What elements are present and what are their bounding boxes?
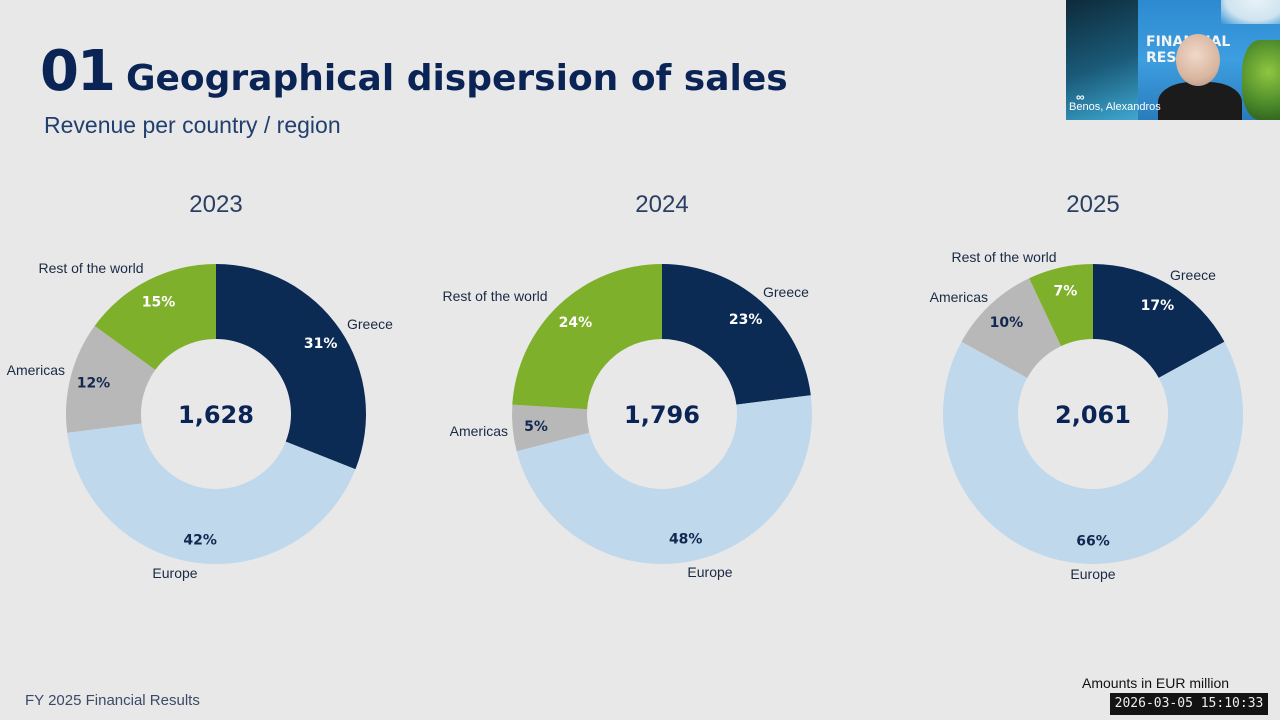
- donut-2024-label-greece: Greece: [763, 284, 809, 300]
- donut-2023-label-europe: Europe: [152, 565, 197, 581]
- donut-2023-pct-rest_of_world: 15%: [142, 294, 176, 310]
- donut-2025-year-title: 2025: [1066, 191, 1119, 218]
- donut-2025-slice-americas: [961, 278, 1062, 378]
- donut-2024-slice-europe: [516, 395, 812, 564]
- donut-2025-slice-greece: [1093, 264, 1225, 378]
- donut-2023-pct-americas: 12%: [77, 376, 111, 392]
- donut-2024-label-europe: Europe: [687, 564, 732, 580]
- donut-2025-label-europe: Europe: [1070, 566, 1115, 582]
- donut-2023-year-title: 2023: [189, 191, 242, 218]
- donut-2023-pct-europe: 42%: [183, 533, 217, 549]
- donut-2025-pct-europe: 66%: [1076, 534, 1110, 550]
- participant-video-tile[interactable]: FINANCIAL RESULTS ∞ Benos, Alexandros: [1066, 0, 1280, 120]
- donut-2025-slice-rest_of_world: [1029, 264, 1093, 347]
- donut-2024-slice-greece: [662, 264, 811, 405]
- participant-name: Benos, Alexandros: [1069, 101, 1161, 113]
- donut-2024-label-americas: Americas: [450, 423, 508, 439]
- donut-2023-pct-greece: 31%: [304, 336, 338, 352]
- donut-2025-slice-europe: [943, 341, 1243, 565]
- video-cloud-shape: [1221, 0, 1280, 24]
- donut-2024-pct-rest_of_world: 24%: [559, 315, 593, 331]
- slide-subtitle: Revenue per country / region: [44, 112, 341, 138]
- donut-2025-pct-greece: 17%: [1141, 298, 1175, 314]
- donut-2025-label-greece: Greece: [1170, 267, 1216, 283]
- donut-2023-slice-greece: [216, 264, 367, 470]
- section-number: 01: [40, 39, 116, 104]
- donut-2025-label-americas: Americas: [930, 289, 988, 305]
- donut-2023-label-rest_of_world: Rest of the world: [38, 260, 143, 276]
- participant-body: [1158, 82, 1242, 120]
- donut-2024-pct-europe: 48%: [669, 531, 703, 547]
- donut-2024-year-title: 2024: [635, 191, 688, 218]
- donut-2023-slice-americas: [66, 325, 156, 433]
- donut-2024-label-rest_of_world: Rest of the world: [442, 288, 547, 304]
- currency-note: Amounts in EUR million: [1082, 675, 1230, 691]
- donut-2024-pct-americas: 5%: [524, 419, 548, 435]
- donut-2025-center-total: 2,061: [1055, 401, 1131, 429]
- footer-caption: FY 2025 Financial Results: [25, 692, 200, 709]
- donut-2025-pct-americas: 10%: [990, 315, 1024, 331]
- donut-2023-slice-europe: [67, 423, 356, 564]
- donut-2025-label-rest_of_world: Rest of the world: [951, 249, 1056, 265]
- recording-timestamp: 2026-03-05 15:10:33: [1110, 693, 1268, 715]
- infinity-logo-icon: ∞: [1076, 90, 1085, 104]
- donut-2024-center-total: 1,796: [624, 401, 700, 429]
- donut-2024-slice-americas: [512, 404, 590, 452]
- donut-2024-slice-rest_of_world: [512, 264, 662, 410]
- participant-head: [1176, 34, 1220, 86]
- donut-2023-center-total: 1,628: [178, 401, 254, 429]
- donut-2023-slice-rest_of_world: [94, 264, 216, 370]
- slide-title: Geographical dispersion of sales: [125, 58, 788, 99]
- donut-2023-label-americas: Americas: [7, 362, 65, 378]
- donut-2025-pct-rest_of_world: 7%: [1054, 284, 1078, 300]
- plant-image: [1242, 40, 1280, 120]
- slide-title-row: 01 Geographical dispersion of sales: [40, 44, 788, 100]
- donut-2023-label-greece: Greece: [347, 316, 393, 332]
- donut-2024-pct-greece: 23%: [729, 312, 763, 328]
